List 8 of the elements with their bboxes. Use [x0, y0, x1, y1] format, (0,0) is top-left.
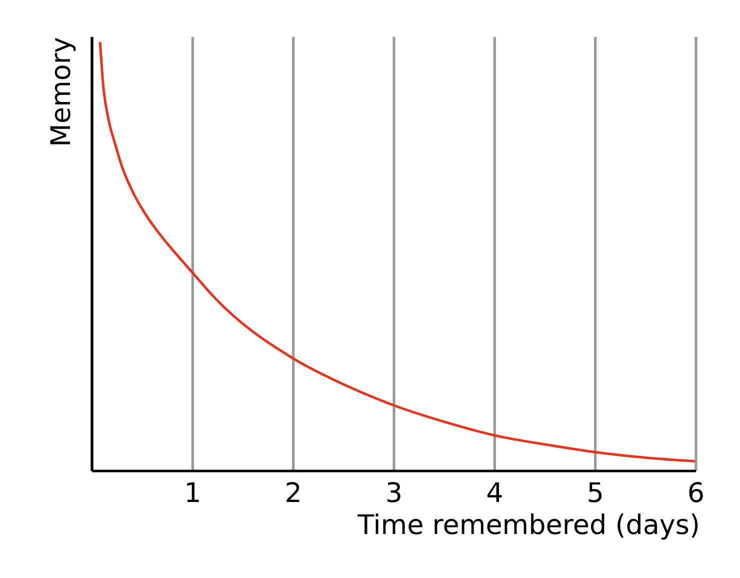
x-tick-label: 3 [385, 478, 403, 510]
y-axis-title: Memory [46, 36, 77, 147]
x-tick-label: 5 [586, 478, 604, 510]
x-tick-label: 2 [284, 478, 302, 510]
x-axis-title: Time remembered (days) [356, 510, 700, 541]
x-tick-label: 6 [687, 478, 705, 510]
x-tick-label: 4 [486, 478, 504, 510]
x-tick-label: 1 [184, 478, 202, 510]
